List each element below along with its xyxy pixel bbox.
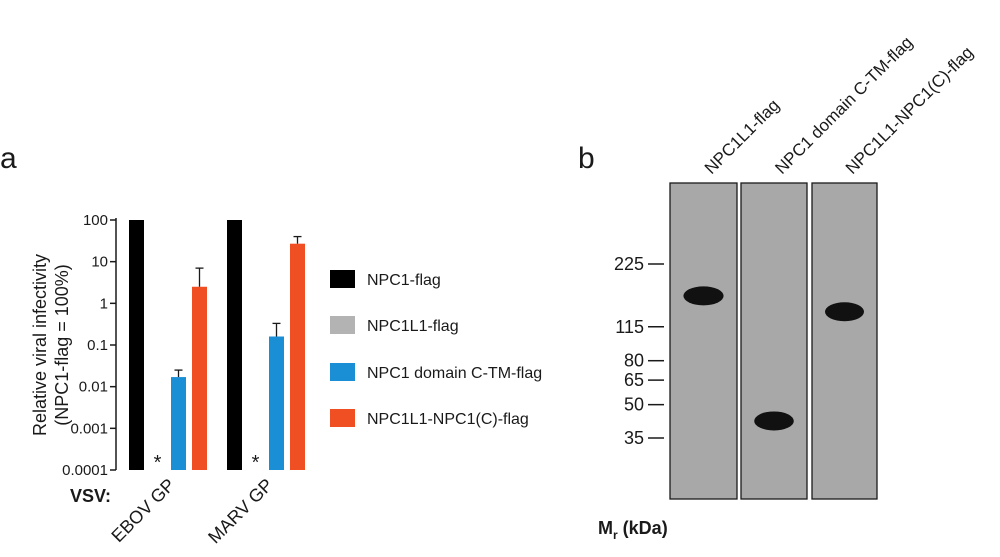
gel-lane	[669, 182, 738, 500]
gel-lane	[740, 182, 808, 500]
legend-label: NPC1L1-NPC1(C)-flag	[367, 411, 529, 428]
marker-label: 65	[624, 370, 644, 390]
gel-lane	[811, 182, 878, 500]
bar	[290, 243, 305, 470]
legend-label: NPC1-flag	[367, 272, 441, 289]
bar	[171, 377, 186, 470]
significance-marker: *	[252, 452, 260, 474]
marker-label: 80	[624, 351, 644, 371]
marker-label: 50	[624, 395, 644, 415]
y-axis: 0.0001 0.001 0.01 0.1 1 10 100	[62, 212, 117, 479]
legend-swatch	[330, 363, 355, 381]
marker-unit-suffix: (kDa)	[618, 518, 668, 538]
panel-a-label: a	[0, 142, 17, 175]
significance-marker: *	[154, 452, 162, 474]
marker-unit-label: Mr (kDa)	[598, 518, 668, 542]
bars: * *	[129, 220, 305, 474]
y-tick-label: 1	[100, 295, 108, 312]
y-tick-label: 0.0001	[62, 462, 108, 479]
marker-unit-main: M	[598, 518, 613, 538]
bar	[227, 220, 242, 470]
x-category-label: MARV GP	[204, 475, 277, 548]
y-axis-label-line2: (NPC1-flag = 100%)	[52, 264, 72, 426]
group-prefix-label: VSV:	[70, 486, 111, 506]
panel-a: a Relative viral infectivity (NPC1-flag …	[0, 142, 542, 547]
legend-label: NPC1L1-flag	[367, 318, 459, 335]
y-tick-label: 0.001	[70, 420, 108, 437]
y-tick-label: 100	[83, 212, 108, 229]
y-axis-label-line1: Relative viral infectivity	[30, 254, 50, 436]
y-tick-label: 0.1	[87, 337, 108, 354]
protein-band	[825, 302, 864, 322]
marker-unit-sub: r	[613, 528, 618, 542]
x-axis-labels: EBOV GP MARV GP	[107, 475, 276, 548]
bar	[192, 286, 207, 470]
x-category-label: EBOV GP	[107, 475, 178, 546]
legend-label: NPC1 domain C-TM-flag	[367, 365, 542, 382]
legend-swatch	[330, 409, 355, 427]
bar	[129, 220, 144, 470]
protein-band	[683, 286, 724, 306]
y-tick-label: 10	[91, 254, 108, 271]
protein-band	[754, 411, 794, 431]
legend-swatch	[330, 316, 355, 334]
lane-label: NPC1L1-NPC1(C)-flag	[842, 43, 977, 178]
legend: NPC1-flag NPC1L1-flag NPC1 domain C-TM-fla…	[330, 270, 542, 428]
bar	[269, 336, 284, 470]
y-tick-label: 0.01	[79, 379, 108, 396]
marker-label: 225	[614, 254, 644, 274]
legend-swatch	[330, 270, 355, 288]
lane-label: NPC1L1-flag	[701, 96, 783, 178]
marker-label: 115	[615, 317, 644, 337]
lane-label: NPC1 domain C-TM-flag	[771, 33, 916, 178]
marker-label: 35	[624, 428, 644, 448]
panel-b-label: b	[578, 142, 595, 175]
